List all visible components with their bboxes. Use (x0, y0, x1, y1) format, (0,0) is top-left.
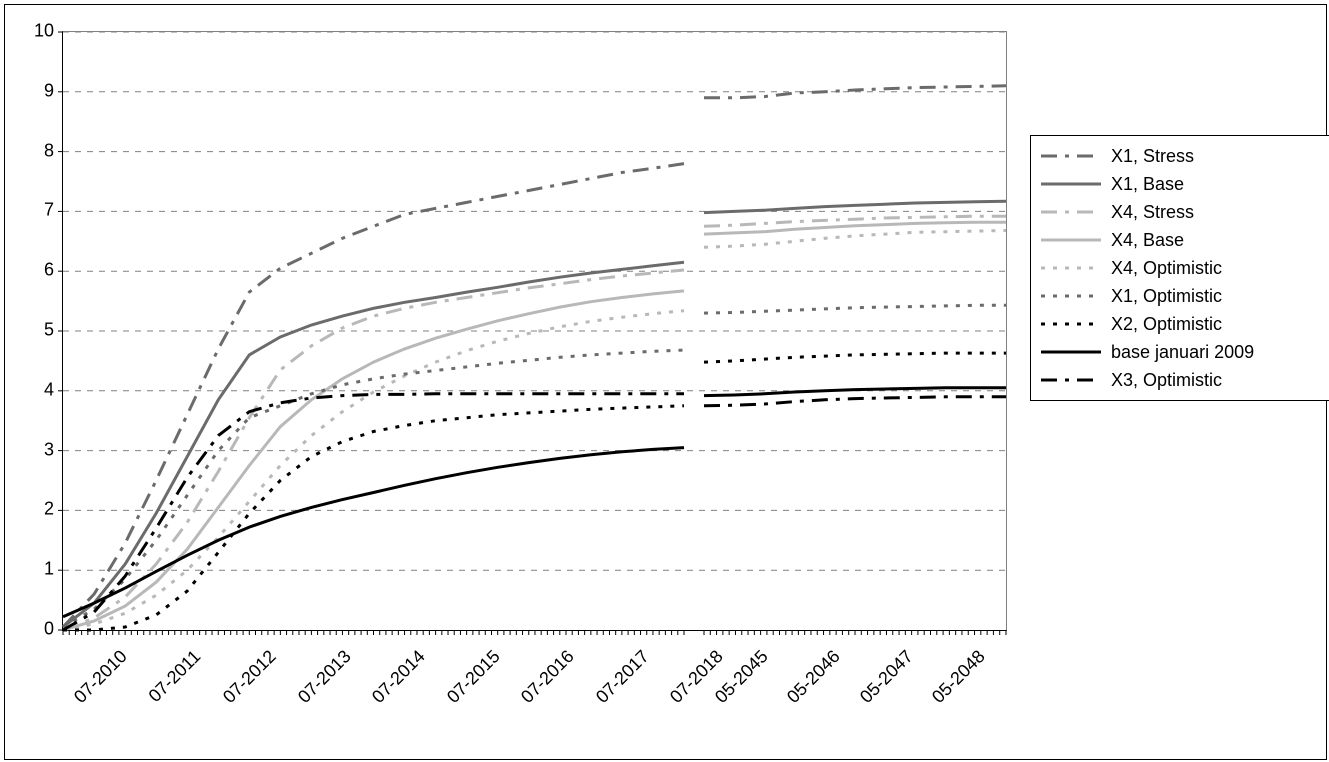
y-tick-label: 5 (14, 320, 54, 341)
legend-item: X3, Optimistic (1039, 366, 1329, 394)
series-line (704, 201, 1006, 212)
legend-swatch (1039, 340, 1103, 364)
y-tick-label: 7 (14, 200, 54, 221)
legend-swatch (1039, 256, 1103, 280)
legend-item: X4, Stress (1039, 198, 1329, 226)
legend-swatch (1039, 144, 1103, 168)
legend-item: X4, Base (1039, 226, 1329, 254)
legend-item: X1, Stress (1039, 142, 1329, 170)
y-tick-label: 8 (14, 140, 54, 161)
legend-item: X4, Optimistic (1039, 254, 1329, 282)
y-tick-label: 1 (14, 559, 54, 580)
legend-label: base januari 2009 (1103, 342, 1254, 363)
y-tick-label: 3 (14, 439, 54, 460)
plot-area (62, 31, 1007, 631)
series-line (704, 397, 1006, 406)
legend-label: X4, Base (1103, 230, 1184, 251)
legend-swatch (1039, 200, 1103, 224)
legend-label: X1, Base (1103, 174, 1184, 195)
legend-swatch (1039, 368, 1103, 392)
y-tick-label: 4 (14, 379, 54, 400)
series-line (63, 270, 684, 630)
legend: X1, Stress X1, Base X4, Stress X4, Base X4, … (1030, 135, 1329, 401)
legend-label: X3, Optimistic (1103, 370, 1222, 391)
y-tick-label: 10 (14, 21, 54, 42)
legend-label: X1, Optimistic (1103, 286, 1222, 307)
legend-swatch (1039, 172, 1103, 196)
y-tick-label: 2 (14, 499, 54, 520)
legend-item: X1, Optimistic (1039, 282, 1329, 310)
chart-container: X1, Stress X1, Base X4, Stress X4, Base X4, … (0, 0, 1329, 762)
legend-swatch (1039, 228, 1103, 252)
series-line (63, 291, 684, 630)
legend-item: base januari 2009 (1039, 338, 1329, 366)
legend-item: X1, Base (1039, 170, 1329, 198)
y-tick-label: 0 (14, 619, 54, 640)
legend-swatch (1039, 312, 1103, 336)
legend-item: X2, Optimistic (1039, 310, 1329, 338)
legend-swatch (1039, 284, 1103, 308)
series-line (63, 448, 684, 617)
y-tick-label: 6 (14, 260, 54, 281)
series-line (704, 305, 1006, 313)
series-line (704, 353, 1006, 362)
legend-label: X1, Stress (1103, 146, 1194, 167)
legend-label: X2, Optimistic (1103, 314, 1222, 335)
plot-svg (63, 32, 1006, 630)
legend-label: X4, Optimistic (1103, 258, 1222, 279)
y-tick-label: 9 (14, 80, 54, 101)
series-line (63, 164, 684, 627)
series-line (704, 388, 1006, 396)
legend-label: X4, Stress (1103, 202, 1194, 223)
